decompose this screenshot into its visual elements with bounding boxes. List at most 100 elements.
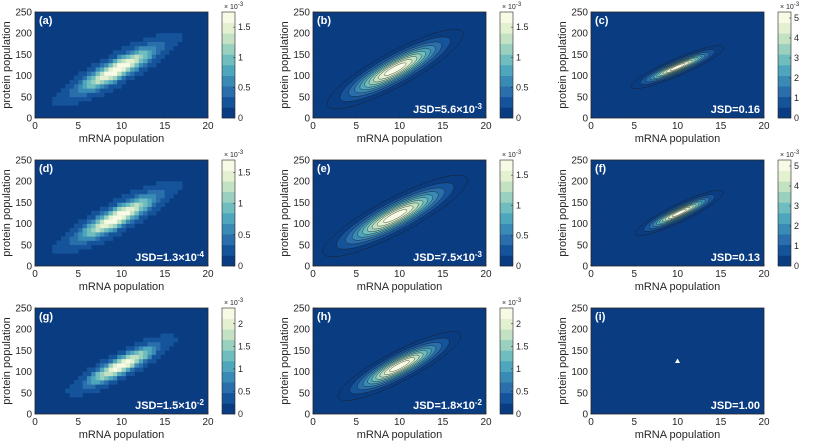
colorbar-band [778, 202, 791, 214]
histogram-cell [117, 198, 122, 203]
histogram-cell [78, 88, 83, 93]
x-axis-label: mRNA population [357, 429, 443, 441]
jsd-exponent: -3 [475, 102, 483, 111]
y-tick-label: 100 [293, 219, 310, 230]
histogram-cell [95, 371, 101, 377]
jsd-value: JSD=1.5×10 [135, 400, 197, 412]
colorbar-scale: × 10-3 [502, 150, 522, 159]
histogram-cell [99, 236, 105, 241]
histogram-cell [138, 367, 144, 372]
histogram-cell [151, 206, 157, 212]
histogram-cell [160, 185, 166, 190]
histogram-cell [151, 189, 157, 195]
histogram-cell [117, 75, 122, 81]
x-tick-label: 20 [758, 417, 770, 428]
histogram-cell [117, 375, 122, 381]
histogram-cell [147, 341, 153, 347]
histogram-cell [164, 33, 170, 38]
histogram-cell [99, 92, 105, 98]
colorbar-tick-label: 0.5 [516, 231, 529, 241]
histogram-cell [95, 227, 101, 233]
x-tick-label: 15 [715, 121, 727, 132]
histogram-cell [108, 67, 114, 72]
histogram-cell [78, 388, 83, 394]
histogram-cell [108, 58, 114, 64]
histogram-cell [52, 249, 57, 254]
histogram-cell [121, 71, 127, 76]
histogram-cell [160, 337, 166, 343]
histogram-cell [82, 88, 88, 93]
colorbar-band [778, 170, 791, 182]
histogram-cell [125, 58, 131, 64]
histogram-cell [160, 350, 166, 355]
histogram-cell [112, 367, 118, 372]
histogram-cell [130, 75, 135, 81]
histogram-cell [125, 350, 131, 355]
colorbar-tick-label: 1 [516, 52, 521, 62]
jsd-value: JSD=1.8×10 [413, 400, 475, 412]
histogram-cell [125, 71, 131, 76]
histogram-cell [73, 240, 79, 246]
colorbar-frame [221, 307, 236, 415]
y-tick-label: 150 [15, 50, 32, 61]
x-tick-label: 5 [353, 121, 359, 132]
jsd-value: JSD=0.16 [711, 104, 760, 116]
y-tick-label: 200 [15, 29, 32, 40]
x-tick-label: 0 [588, 121, 594, 132]
jsd-annotation: JSD=1.8×10-2 [413, 398, 482, 412]
colorbar-band [500, 160, 513, 171]
colorbar-tick-label: 1.5 [516, 170, 529, 180]
x-axis-label: mRNA population [357, 281, 443, 293]
colorbar: 0 0.5 1 1.5 × 10-3 [221, 150, 251, 271]
histogram-cell [125, 346, 131, 351]
histogram-cell [143, 185, 148, 190]
histogram-cell [138, 67, 144, 72]
colorbar-tick-label: 2 [238, 319, 243, 329]
histogram-cell [121, 375, 127, 381]
colorbar-frame [221, 159, 236, 267]
y-tick-label: 0 [582, 262, 588, 273]
histogram-cell [82, 75, 88, 81]
histogram-cell [73, 236, 79, 241]
histogram-cell [99, 67, 105, 72]
histogram-cell [108, 202, 114, 207]
y-tick-label: 200 [15, 325, 32, 336]
histogram-cell [86, 388, 92, 394]
histogram-cell [95, 92, 101, 98]
histogram-cell [147, 185, 153, 190]
histogram-cell [91, 88, 96, 93]
histogram-cell [82, 79, 88, 85]
x-axis-label: mRNA population [635, 429, 721, 441]
histogram-cell [151, 54, 157, 59]
colorbar-tick-label: 0 [238, 409, 243, 419]
histogram-cell [108, 367, 114, 372]
histogram-cell [82, 244, 88, 250]
histogram-cell [108, 215, 114, 220]
colorbar: 0 0.5 1 1.5 2 × 10-3 [221, 298, 251, 419]
jsd-exponent: -2 [475, 398, 483, 407]
histogram-cell [130, 350, 135, 355]
colorbar-tick-label: 2 [794, 73, 799, 83]
histogram-cell [104, 375, 109, 381]
histogram-cell [156, 33, 161, 38]
colorbar-multiplier: × 10 [502, 4, 516, 11]
histogram-cell [95, 79, 101, 85]
histogram-cell [104, 232, 109, 237]
histogram-cell [117, 215, 122, 220]
histogram-cell [151, 350, 157, 355]
colorbar-band [222, 43, 235, 55]
colorbar-multiplier: × 10 [502, 300, 516, 307]
histogram-cell [99, 62, 105, 68]
histogram-cell [160, 54, 166, 59]
colorbar-tick-label: 0.5 [238, 386, 251, 396]
histogram-cell [130, 62, 135, 68]
histogram-cell [95, 75, 101, 81]
histogram-cell [112, 198, 118, 203]
colorbar-tick-label: 0 [238, 261, 243, 271]
contour-levels [635, 190, 724, 236]
colorbar-scale: × 10-3 [224, 150, 244, 159]
histogram-cell [156, 54, 161, 59]
histogram-cell [108, 375, 114, 381]
histogram-cell [95, 384, 101, 389]
x-tick-label: 0 [588, 417, 594, 428]
